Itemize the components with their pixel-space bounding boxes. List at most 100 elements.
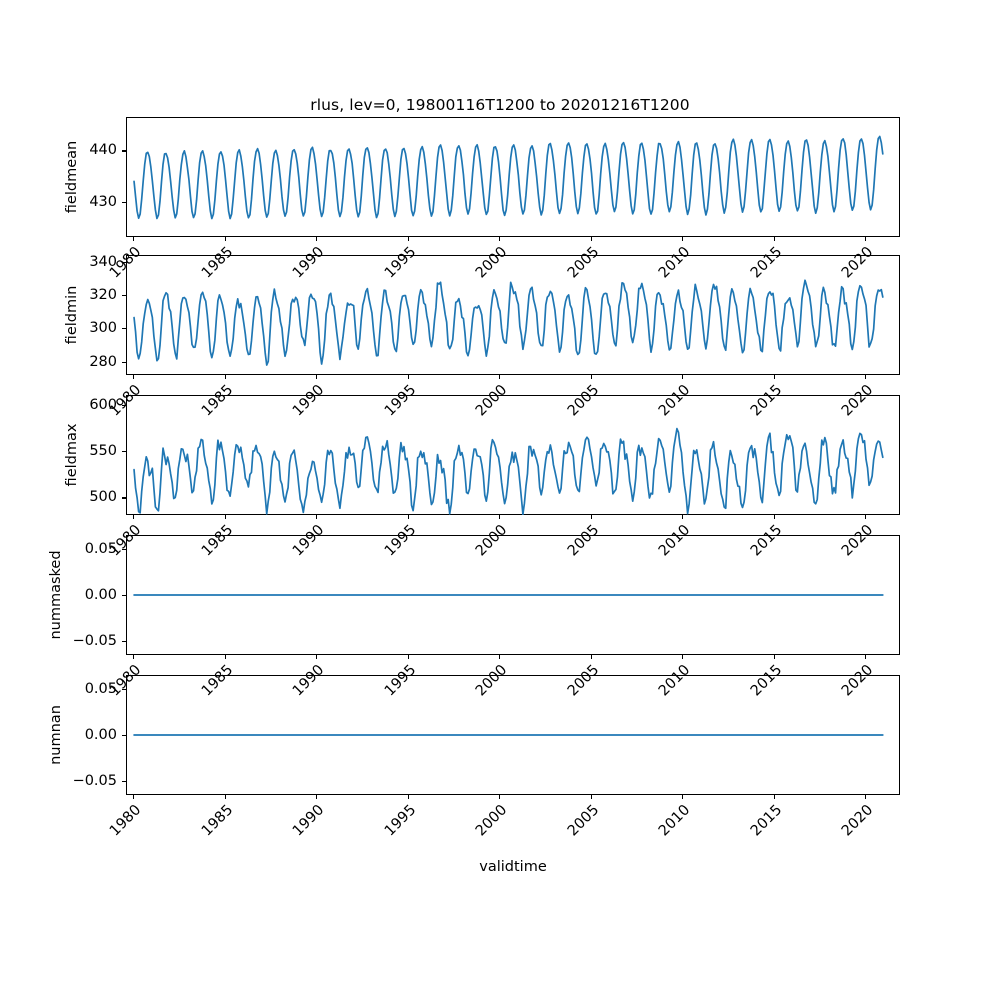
panel-nummasked	[126, 535, 900, 655]
ytick-label-numnan-2: 0.05	[84, 680, 117, 697]
ytick-mark-fieldmin-3	[121, 261, 126, 263]
xtick-mark-fieldmean-4	[499, 237, 501, 242]
data-line-fieldmax	[133, 427, 884, 515]
data-line-fieldmin	[133, 279, 884, 366]
xtick-mark-fieldmean-7	[773, 237, 775, 242]
xtick-mark-nummasked-5	[590, 655, 592, 660]
ytick-label-nummasked-1: 0.00	[84, 587, 117, 603]
xtick-mark-fieldmax-3	[407, 515, 409, 520]
xtick-label-numnan-6: 2010	[656, 802, 694, 840]
xtick-mark-fieldmin-8	[865, 375, 867, 380]
xtick-mark-fieldmin-1	[224, 375, 226, 380]
xtick-mark-numnan-0	[133, 795, 135, 800]
xtick-mark-fieldmin-5	[590, 375, 592, 380]
panel-fieldmean	[126, 117, 900, 237]
xtick-label-numnan-7: 2015	[747, 802, 786, 840]
data-line-numnan	[133, 734, 884, 736]
xtick-mark-fieldmean-2	[316, 237, 318, 242]
panel-fieldmin	[126, 255, 900, 375]
xtick-mark-nummasked-7	[773, 655, 775, 660]
ytick-label-numnan-0: −0.05	[72, 773, 117, 790]
xtick-mark-numnan-7	[773, 795, 775, 800]
data-line-nummasked	[133, 594, 884, 596]
ytick-mark-nummasked-1	[121, 595, 126, 597]
ytick-mark-numnan-1	[121, 735, 126, 737]
xtick-mark-numnan-4	[499, 795, 501, 800]
ytick-label-fieldmin-0: 280	[89, 353, 117, 370]
xtick-mark-fieldmin-3	[407, 375, 409, 380]
ylabel-nummasked: nummasked	[48, 550, 64, 640]
xtick-mark-fieldmin-2	[316, 375, 318, 380]
ytick-label-nummasked-2: 0.05	[84, 540, 117, 557]
ytick-mark-nummasked-2	[121, 548, 126, 550]
xtick-label-numnan-4: 2000	[473, 802, 511, 840]
xtick-mark-fieldmax-2	[316, 515, 318, 520]
ytick-label-numnan-1: 0.00	[84, 727, 117, 743]
ytick-mark-fieldmax-1	[121, 451, 126, 453]
ytick-label-fieldmax-2: 600	[89, 397, 117, 414]
xtick-mark-fieldmax-7	[773, 515, 775, 520]
xtick-mark-fieldmean-1	[224, 237, 226, 242]
xtick-mark-fieldmin-7	[773, 375, 775, 380]
xtick-mark-fieldmin-4	[499, 375, 501, 380]
xtick-mark-nummasked-8	[865, 655, 867, 660]
xtick-label-numnan-5: 2005	[564, 802, 603, 840]
ytick-label-fieldmean-1: 440	[89, 142, 117, 159]
ytick-mark-fieldmean-0	[121, 201, 126, 204]
ytick-mark-numnan-2	[121, 688, 126, 690]
xtick-label-numnan-2: 1990	[290, 802, 328, 840]
panel-frame-fieldmean	[126, 117, 900, 237]
xtick-mark-numnan-1	[224, 795, 226, 800]
xtick-mark-nummasked-3	[407, 655, 409, 660]
ytick-mark-fieldmax-0	[121, 497, 126, 499]
ytick-label-fieldmax-1: 550	[89, 443, 117, 460]
panel-numnan	[126, 675, 900, 795]
panel-frame-fieldmin	[126, 255, 900, 375]
xtick-mark-fieldmin-6	[682, 375, 684, 380]
figure-title: rlus, lev=0, 19800116T1200 to 20201216T1…	[310, 96, 690, 114]
xtick-mark-fieldmean-0	[133, 237, 135, 242]
ytick-label-fieldmean-0: 430	[89, 193, 117, 210]
ytick-mark-fieldmax-2	[121, 405, 126, 407]
xtick-mark-nummasked-2	[316, 655, 318, 660]
xtick-mark-numnan-5	[590, 795, 592, 800]
xtick-mark-numnan-6	[682, 795, 684, 800]
ytick-label-nummasked-0: −0.05	[72, 633, 117, 650]
xtick-label-numnan-0: 1980	[107, 802, 145, 840]
xtick-mark-fieldmean-3	[407, 237, 409, 242]
xtick-mark-fieldmax-4	[499, 515, 501, 520]
xtick-mark-nummasked-1	[224, 655, 226, 660]
xtick-mark-fieldmean-8	[865, 237, 867, 242]
ytick-mark-fieldmin-2	[121, 295, 126, 297]
ytick-label-fieldmin-1: 300	[89, 320, 117, 337]
ytick-mark-fieldmin-0	[121, 361, 126, 363]
xtick-mark-fieldmax-5	[590, 515, 592, 520]
x-axis-label: validtime	[479, 859, 547, 875]
xtick-mark-fieldmax-0	[133, 515, 135, 520]
xtick-mark-nummasked-0	[133, 655, 135, 660]
ytick-label-fieldmin-2: 320	[89, 287, 117, 303]
ylabel-numnan: numnan	[48, 705, 64, 765]
xtick-label-numnan-8: 2020	[839, 802, 877, 840]
xtick-label-numnan-3: 1995	[381, 802, 420, 840]
ytick-label-fieldmin-3: 340	[89, 253, 117, 270]
panel-fieldmax	[126, 395, 900, 515]
xtick-label-numnan-1: 1985	[198, 802, 237, 840]
ylabel-fieldmin: fieldmin	[64, 285, 80, 345]
ytick-mark-nummasked-0	[121, 641, 126, 643]
xtick-mark-numnan-3	[407, 795, 409, 800]
xtick-mark-numnan-8	[865, 795, 867, 800]
xtick-mark-fieldmean-5	[590, 237, 592, 242]
ylabel-fieldmean: fieldmean	[64, 140, 80, 214]
xtick-mark-fieldmax-1	[224, 515, 226, 520]
ytick-label-fieldmax-0: 500	[89, 489, 117, 506]
xtick-mark-numnan-2	[316, 795, 318, 800]
xtick-mark-nummasked-4	[499, 655, 501, 660]
xtick-mark-fieldmax-6	[682, 515, 684, 520]
xtick-mark-nummasked-6	[682, 655, 684, 660]
ytick-mark-fieldmin-1	[121, 328, 126, 330]
xtick-mark-fieldmin-0	[133, 375, 135, 380]
ytick-mark-numnan-0	[121, 781, 126, 783]
ytick-mark-fieldmean-1	[121, 150, 126, 152]
